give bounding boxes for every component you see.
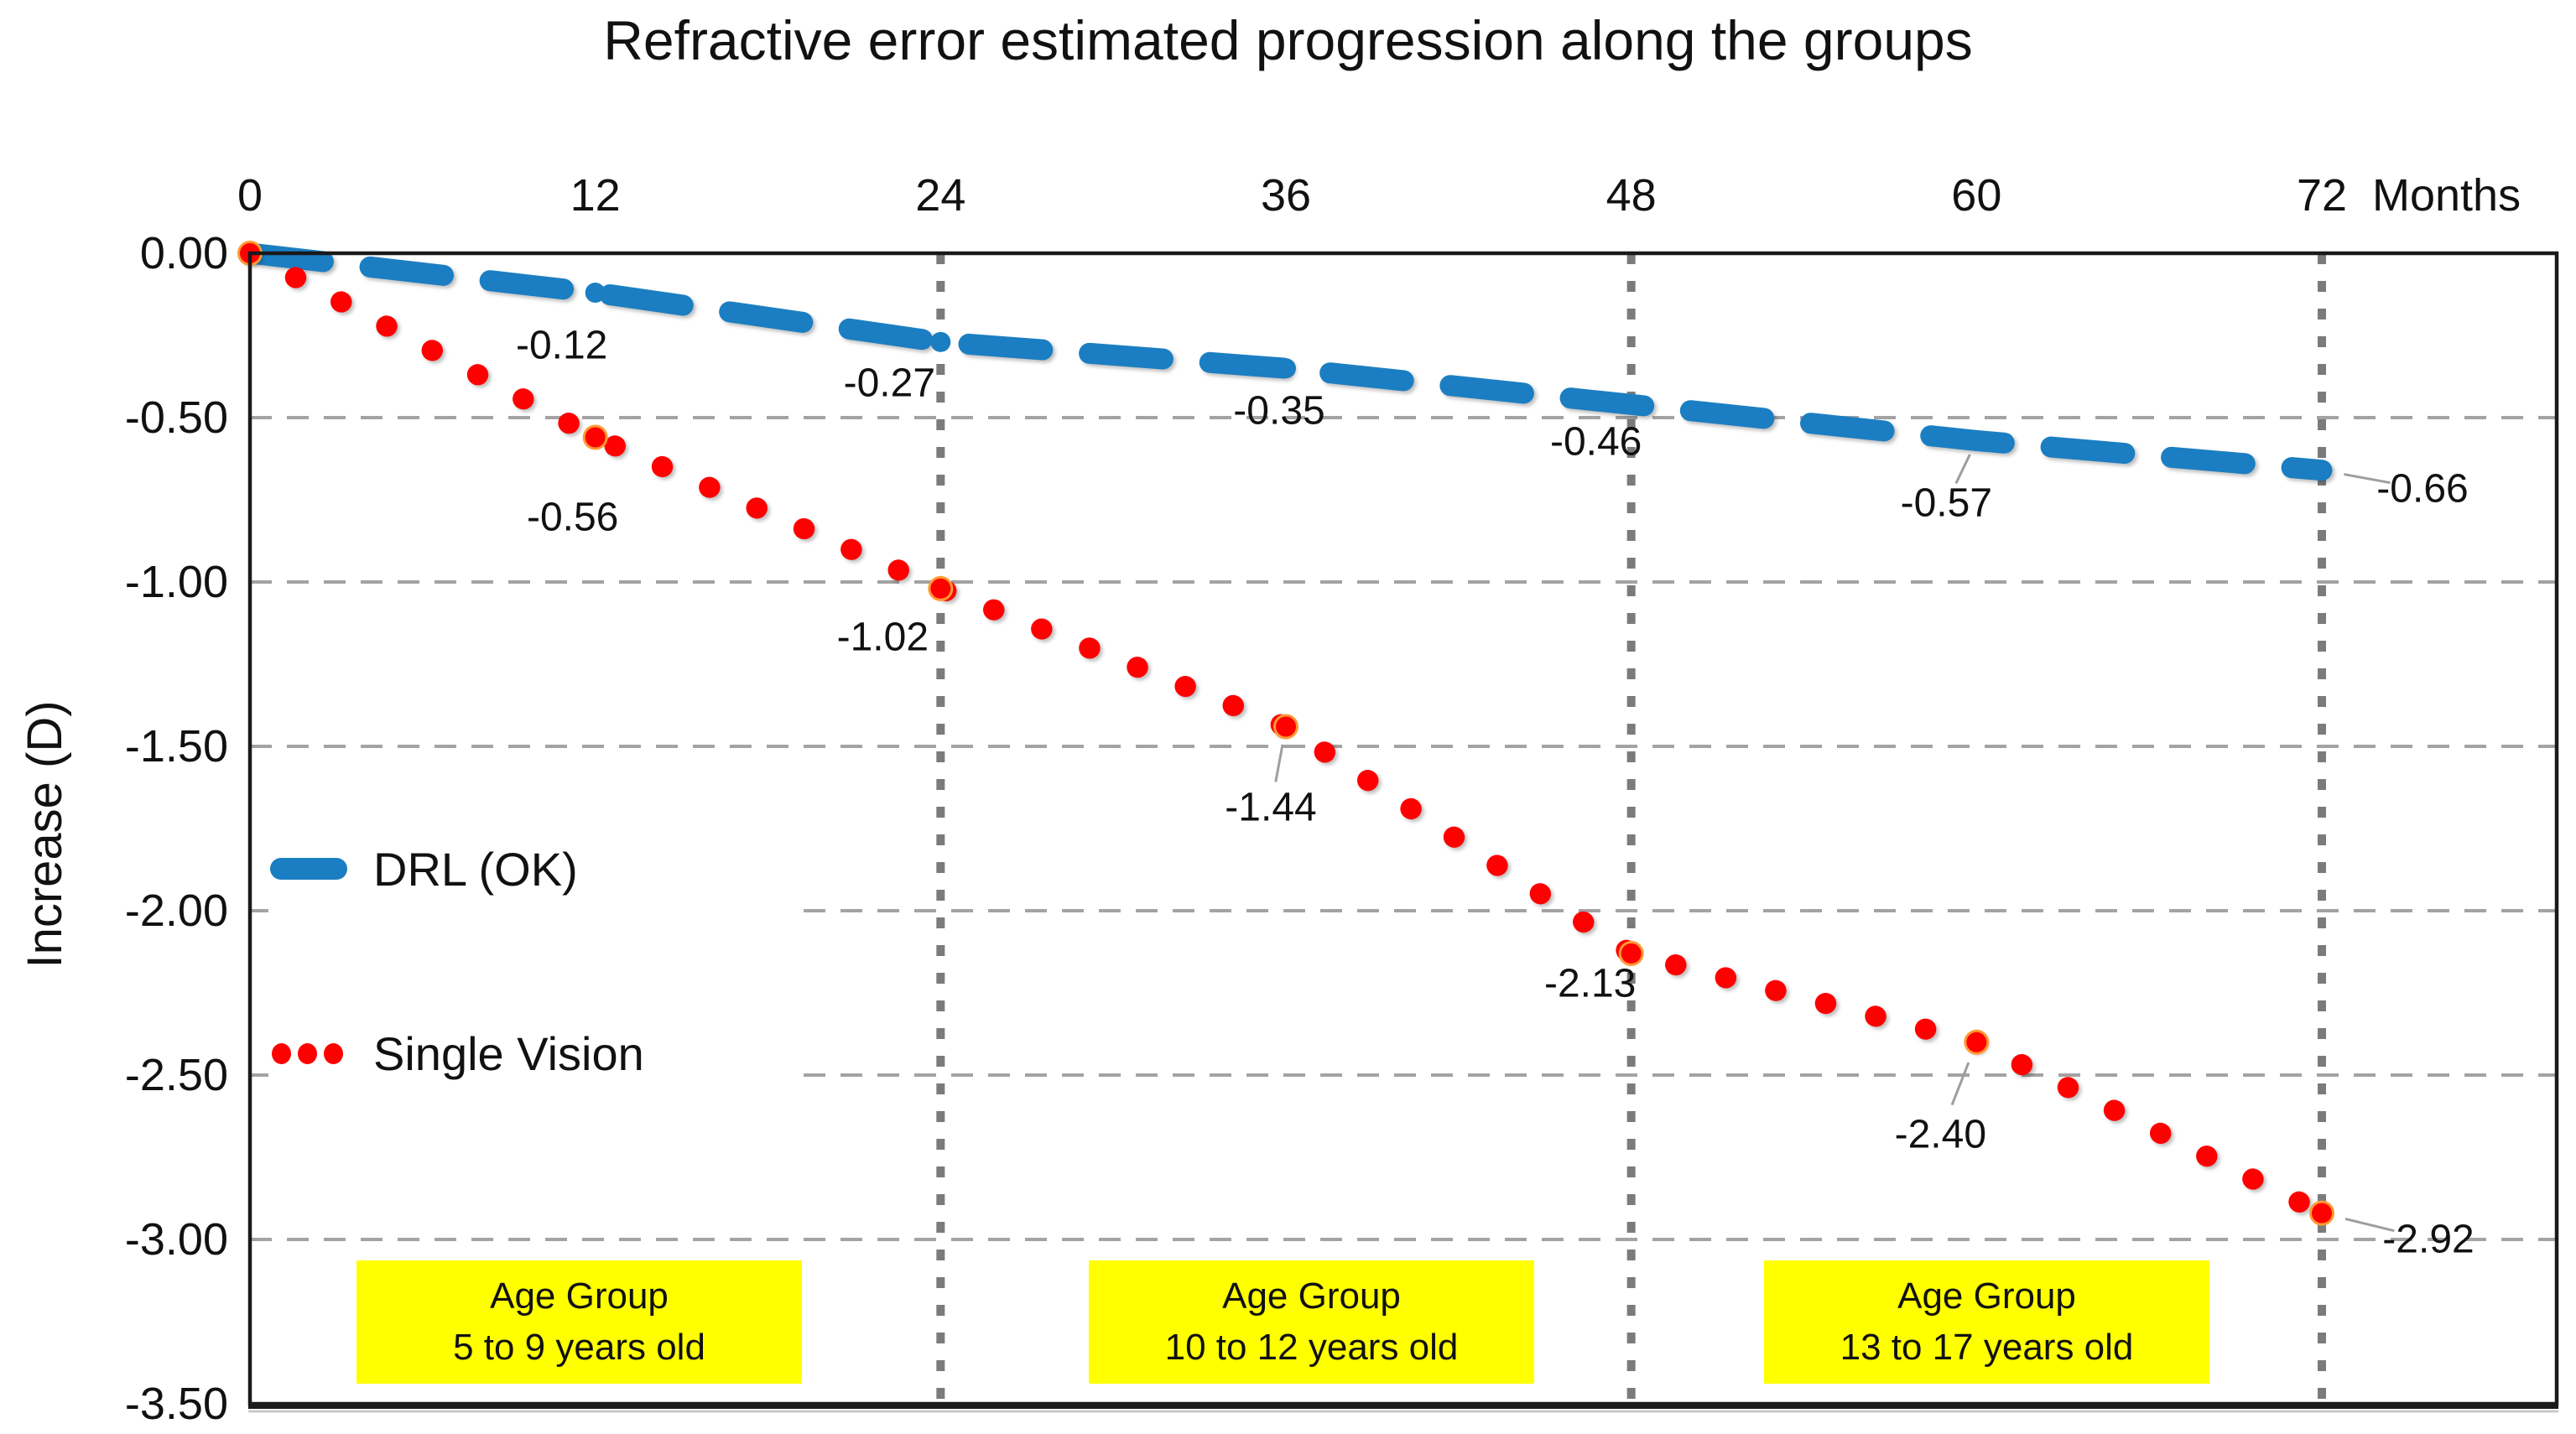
label-leader (1954, 454, 1971, 485)
y-tick--0.50: -0.50 (124, 392, 228, 443)
single-vision-point-36 (1276, 716, 1296, 737)
data-label-drl-12: -0.12 (515, 323, 608, 368)
x-tick-60: 60 (1951, 170, 2002, 221)
drl-point-12 (585, 283, 606, 304)
data-label-drl-24: -0.27 (843, 361, 936, 406)
legend-red-dot-icon (272, 1043, 291, 1064)
single-vision-point-24 (930, 578, 951, 599)
label-leader (2344, 1218, 2395, 1233)
chart-legend: DRL (OK) Single Vision (270, 803, 786, 1088)
legend-label-drl: DRL (OK) (373, 842, 578, 896)
chart-title: Refractive error estimated progression a… (603, 9, 1973, 71)
data-label-sv-72: -2.92 (2382, 1217, 2475, 1262)
legend-red-dot-icon (324, 1043, 343, 1064)
age-group-3-line2: 13 to 17 years old (1840, 1326, 2134, 1368)
legend-label-single-vision: Single Vision (373, 1026, 644, 1080)
age-group-box-13-17: Age Group 13 to 17 years old (1764, 1260, 2209, 1384)
drl-point-24 (930, 331, 951, 352)
data-label-drl-36: -0.35 (1233, 388, 1325, 434)
x-tick-72: 72 (2296, 170, 2348, 221)
drl-point-36 (1276, 358, 1296, 379)
legend-red-dot-icon (298, 1043, 317, 1064)
data-label-sv-12: -0.56 (526, 495, 619, 540)
data-label-sv-36: -1.44 (1225, 785, 1317, 830)
x-axis-unit-label: Months (2372, 170, 2521, 221)
age-group-1-line1: Age Group (490, 1275, 669, 1317)
age-group-2-line2: 10 to 12 years old (1164, 1326, 1459, 1368)
y-tick--3.00: -3.00 (124, 1214, 228, 1265)
y-tick--2.00: -2.00 (124, 886, 228, 936)
data-label-sv-48: -2.13 (1543, 961, 1637, 1006)
y-tick--1.50: -1.50 (124, 721, 228, 772)
single-vision-point-12 (585, 427, 606, 448)
age-group-3-line1: Age Group (1897, 1275, 2076, 1317)
data-label-sv-24: -1.02 (836, 615, 929, 660)
drl-point-60 (1966, 430, 1987, 451)
data-label-drl-72: -0.66 (2376, 466, 2469, 512)
x-tick-12: 12 (570, 170, 621, 221)
drl-point-72 (2312, 460, 2332, 481)
single-vision-point-72 (2312, 1203, 2332, 1224)
single-vision-dots-swatch-icon (270, 1020, 350, 1087)
y-tick--2.50: -2.50 (124, 1050, 228, 1100)
drl-dash-swatch-icon (270, 835, 350, 902)
label-leader (2344, 473, 2391, 485)
data-label-sv-60: -2.40 (1894, 1112, 1987, 1157)
x-tick-24: 24 (915, 170, 966, 221)
age-group-2-line1: Age Group (1222, 1275, 1401, 1317)
drl-point-48 (1621, 394, 1642, 415)
y-tick--1.00: -1.00 (124, 557, 228, 607)
y-tick-0.00: 0.00 (139, 228, 228, 278)
data-label-drl-48: -0.46 (1549, 419, 1642, 465)
legend-item-single-vision: Single Vision (270, 1020, 644, 1087)
single-vision-point-60 (1966, 1031, 1987, 1052)
data-label-drl-60: -0.57 (1900, 481, 1993, 526)
x-tick-36: 36 (1260, 170, 1312, 221)
age-group-box-5-9: Age Group 5 to 9 years old (356, 1260, 802, 1384)
y-tick--3.50: -3.50 (124, 1379, 228, 1429)
x-tick-0: 0 (237, 170, 263, 221)
single-vision-point-48 (1621, 943, 1642, 964)
age-group-box-10-12: Age Group 10 to 12 years old (1089, 1260, 1534, 1384)
legend-item-drl: DRL (OK) (270, 835, 578, 902)
x-tick-48: 48 (1605, 170, 1657, 221)
legend-backing (268, 801, 788, 1078)
label-leader (1274, 744, 1284, 782)
age-group-1-line2: 5 to 9 years old (453, 1326, 705, 1368)
label-leader (1950, 1062, 1970, 1106)
